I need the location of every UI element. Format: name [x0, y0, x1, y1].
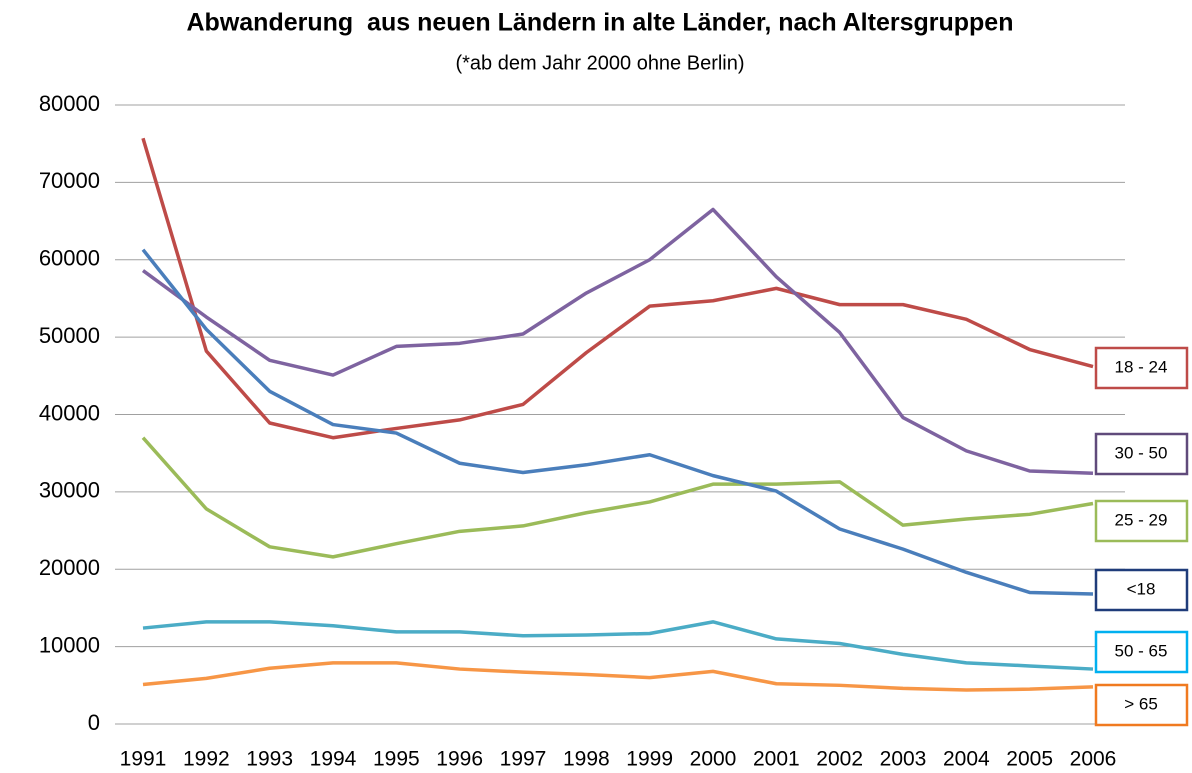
series-label: <18 — [1127, 579, 1156, 598]
x-tick-label: 1993 — [246, 748, 293, 771]
y-tick-label: 0 — [88, 710, 100, 735]
chart-title: Abwanderung aus neuen Ländern in alte Lä… — [187, 9, 1014, 37]
x-tick-label: 2006 — [1070, 748, 1117, 771]
x-tick-label: 1998 — [563, 748, 610, 771]
x-tick-label: 2003 — [880, 748, 927, 771]
y-tick-label: 20000 — [39, 555, 100, 580]
series-line — [142, 661, 1094, 692]
y-tick-label: 60000 — [39, 246, 100, 271]
series-label-box — [1094, 683, 1189, 727]
series-label-box — [1094, 499, 1189, 543]
x-tick-label: 2002 — [816, 748, 863, 771]
series-label: 18 - 24 — [1115, 357, 1168, 376]
series-label: > 65 — [1124, 694, 1158, 713]
y-tick-label: 50000 — [39, 323, 100, 348]
y-tick-label: 40000 — [39, 400, 100, 425]
x-tick-label: 2001 — [753, 748, 800, 771]
x-tick-label: 2004 — [943, 748, 990, 771]
x-tick-label: 1994 — [310, 748, 357, 771]
y-tick-label: 10000 — [39, 632, 100, 657]
x-tick-label: 1997 — [500, 748, 547, 771]
x-tick-label: 2005 — [1006, 748, 1053, 771]
series-label-box — [1094, 432, 1189, 476]
y-tick-label: 70000 — [39, 168, 100, 193]
series-line — [141, 248, 1094, 596]
x-tick-label: 1992 — [183, 748, 230, 771]
x-tick-label: 1996 — [436, 748, 483, 771]
series-label-box — [1094, 346, 1189, 390]
y-tick-label: 80000 — [39, 91, 100, 116]
series-line — [141, 207, 1094, 476]
series-line — [141, 137, 1094, 440]
series-label: 25 - 29 — [1115, 510, 1168, 529]
series-line — [141, 436, 1094, 559]
x-tick-label: 1991 — [120, 748, 167, 771]
x-tick-label: 1999 — [626, 748, 673, 771]
x-tick-label: 1995 — [373, 748, 420, 771]
chart-subtitle: (*ab dem Jahr 2000 ohne Berlin) — [455, 52, 744, 74]
series-line — [142, 620, 1094, 671]
y-tick-label: 30000 — [39, 478, 100, 503]
series-label-box — [1094, 568, 1189, 612]
series-label: 50 - 65 — [1115, 641, 1168, 660]
series-label: 30 - 50 — [1115, 443, 1168, 462]
series-label-box — [1094, 630, 1189, 674]
x-tick-label: 2000 — [690, 748, 737, 771]
